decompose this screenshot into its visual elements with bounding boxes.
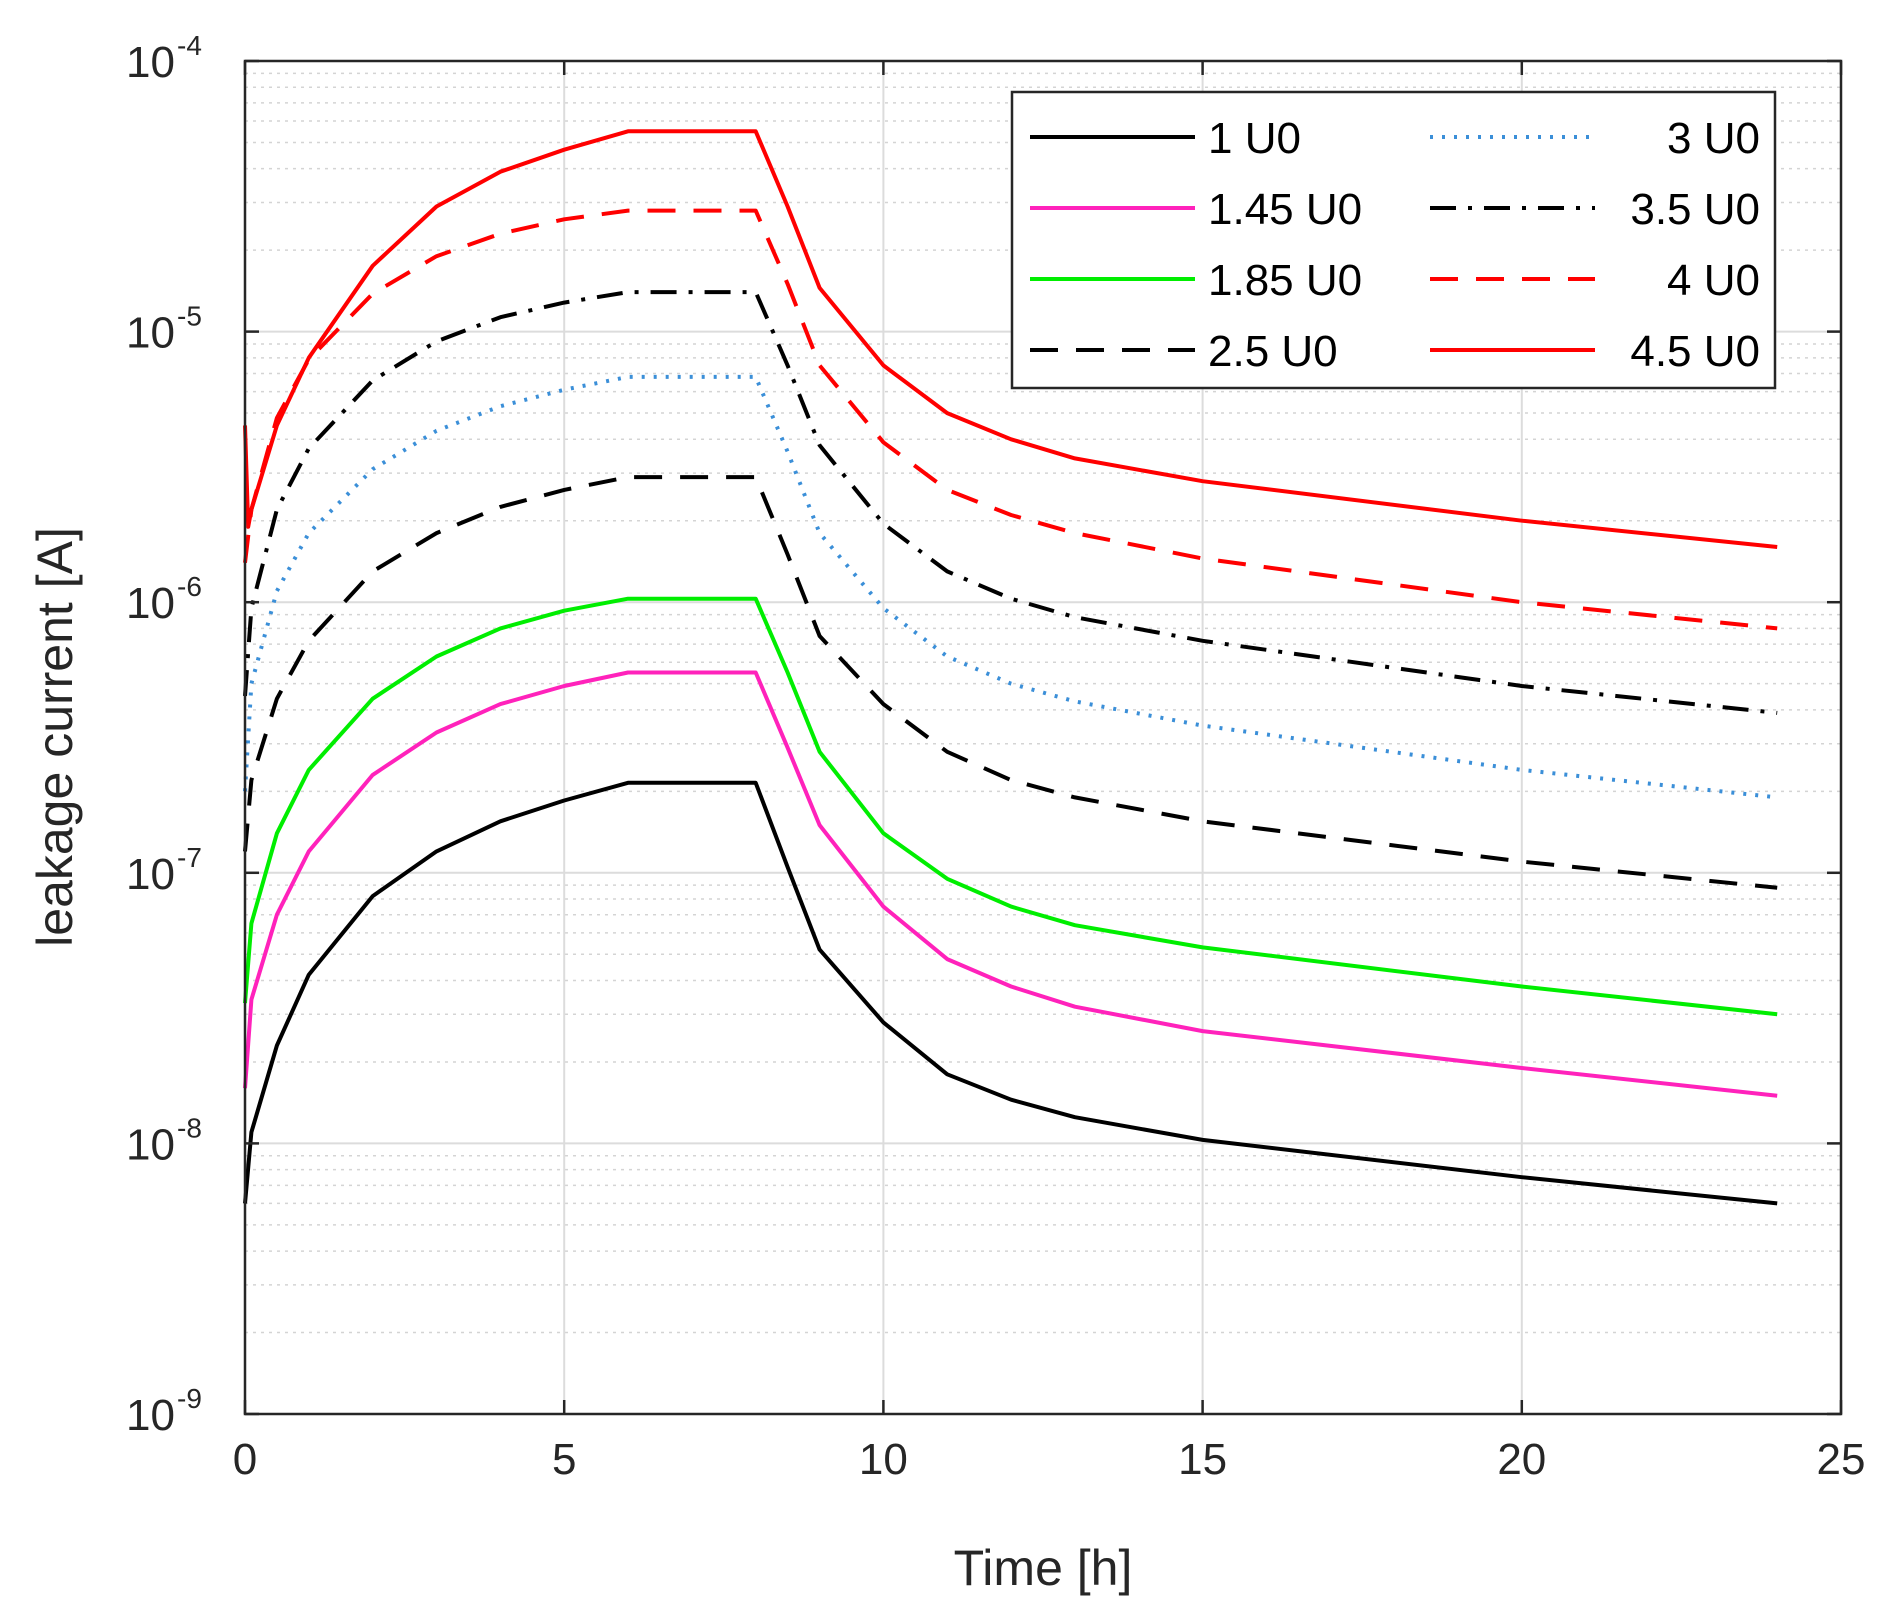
y-tick-exponent: -5 <box>177 301 202 332</box>
y-tick-label: 10 <box>126 1391 175 1440</box>
series-line-0 <box>243 780 1778 1206</box>
y-tick-label: 10 <box>126 38 175 87</box>
x-tick-label: 15 <box>1178 1435 1227 1484</box>
x-tick-label: 5 <box>552 1435 576 1484</box>
y-tick-label: 10 <box>126 850 175 899</box>
legend-label-6: 4 U0 <box>1667 256 1760 305</box>
series-line-6 <box>243 208 1778 631</box>
legend-label-7: 4.5 U0 <box>1630 327 1760 376</box>
y-axis-label: leakage current [A] <box>27 527 83 947</box>
x-tick-label: 20 <box>1497 1435 1546 1484</box>
legend-label-1: 1.45 U0 <box>1208 185 1362 234</box>
y-tick-exponent: -6 <box>177 571 202 602</box>
legend-label-3: 2.5 U0 <box>1208 327 1338 376</box>
series-line-3 <box>243 475 1778 890</box>
legend-label-2: 1.85 U0 <box>1208 256 1362 305</box>
legend-label-4: 3 U0 <box>1667 114 1760 163</box>
axes-box <box>243 59 1843 1416</box>
series-line-7 <box>243 129 1778 549</box>
y-tick-label: 10 <box>126 309 175 358</box>
legend-box <box>1010 90 1777 390</box>
y-tick-label: 10 <box>126 579 175 628</box>
series-line-1 <box>243 670 1778 1098</box>
x-tick-label: 10 <box>859 1435 908 1484</box>
legend-label-0: 1 U0 <box>1208 114 1301 163</box>
series-line-2 <box>243 596 1778 1017</box>
legend: 1 U0 1.45 U0 1.85 U0 2.5 U0 3 U0 3.5 U0 4 U0 4.… <box>1010 90 1777 390</box>
legend-label-5: 3.5 U0 <box>1630 185 1760 234</box>
y-tick-exponent: -4 <box>177 30 202 61</box>
x-ticks: 0 5 10 15 20 25 <box>233 61 1866 1484</box>
y-tick-exponent: -7 <box>177 842 202 873</box>
y-ticks: 10-910-810-710-610-510-4 <box>126 30 1841 1440</box>
x-tick-label: 0 <box>233 1435 257 1484</box>
x-tick-label: 25 <box>1817 1435 1866 1484</box>
y-tick-exponent: -8 <box>177 1112 202 1143</box>
y-tick-label: 10 <box>126 1120 175 1169</box>
x-axis-label: Time [h] <box>954 1540 1133 1596</box>
y-tick-exponent: -9 <box>177 1383 202 1414</box>
series-layer <box>243 129 1778 1206</box>
